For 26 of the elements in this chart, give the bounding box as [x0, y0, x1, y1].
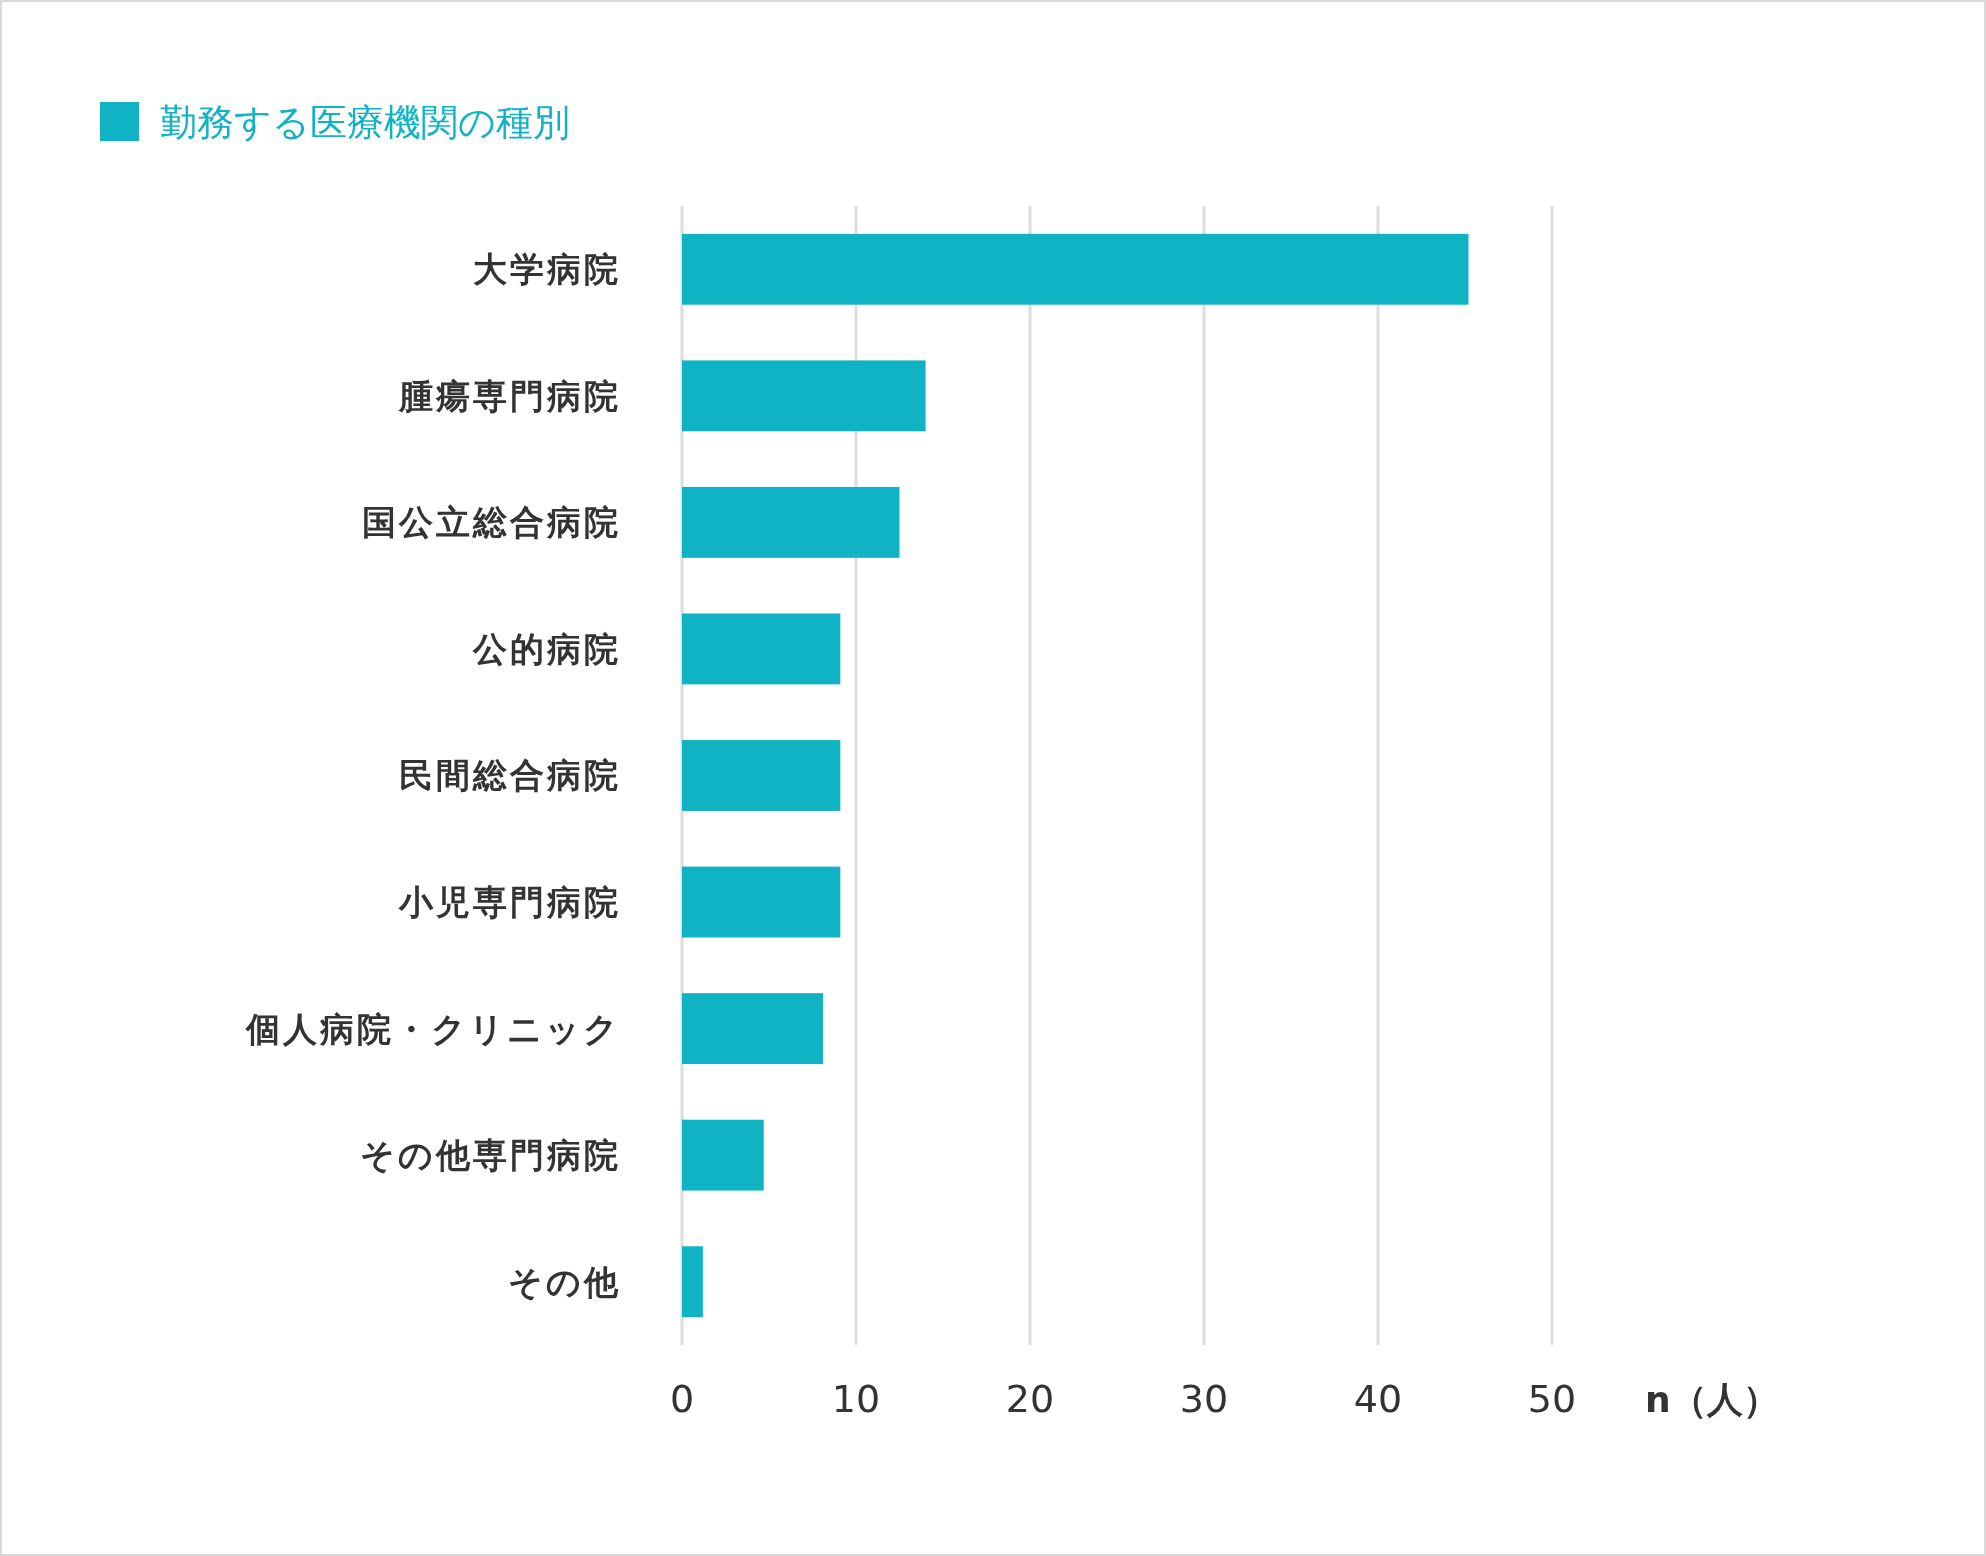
y-tick-label: その他専門病院 [360, 1135, 621, 1176]
y-tick-label: 個人病院・クリニック [245, 1008, 621, 1049]
y-tick-label: その他 [508, 1261, 621, 1302]
bar [682, 866, 841, 938]
x-tick-label: 50 [1527, 1377, 1577, 1421]
y-tick-label: 腫瘍専門病院 [398, 375, 621, 416]
bar [682, 613, 841, 685]
bar [682, 486, 900, 558]
y-tick-label: 大学病院 [473, 249, 621, 290]
x-tick-label: 20 [1005, 1377, 1055, 1421]
bar [682, 740, 841, 811]
x-tick-label: 30 [1179, 1377, 1229, 1421]
legend-label: 勤務する医療機関の種別 [160, 100, 570, 144]
x-tick-label: 40 [1353, 1377, 1403, 1421]
bar [682, 233, 1469, 305]
x-tick-label: 0 [669, 1377, 695, 1421]
bar [682, 1246, 703, 1318]
y-tick-label: 民間総合病院 [399, 755, 621, 796]
y-tick-label: 小児専門病院 [398, 881, 621, 922]
bar [682, 1119, 764, 1191]
y-tick-label: 国公立総合病院 [362, 502, 621, 543]
bar [682, 993, 823, 1065]
bar [682, 360, 926, 432]
x-tick-label: 10 [831, 1377, 881, 1421]
x-axis-title: n（人） [1645, 1379, 1779, 1420]
y-tick-label: 公的病院 [472, 628, 621, 669]
